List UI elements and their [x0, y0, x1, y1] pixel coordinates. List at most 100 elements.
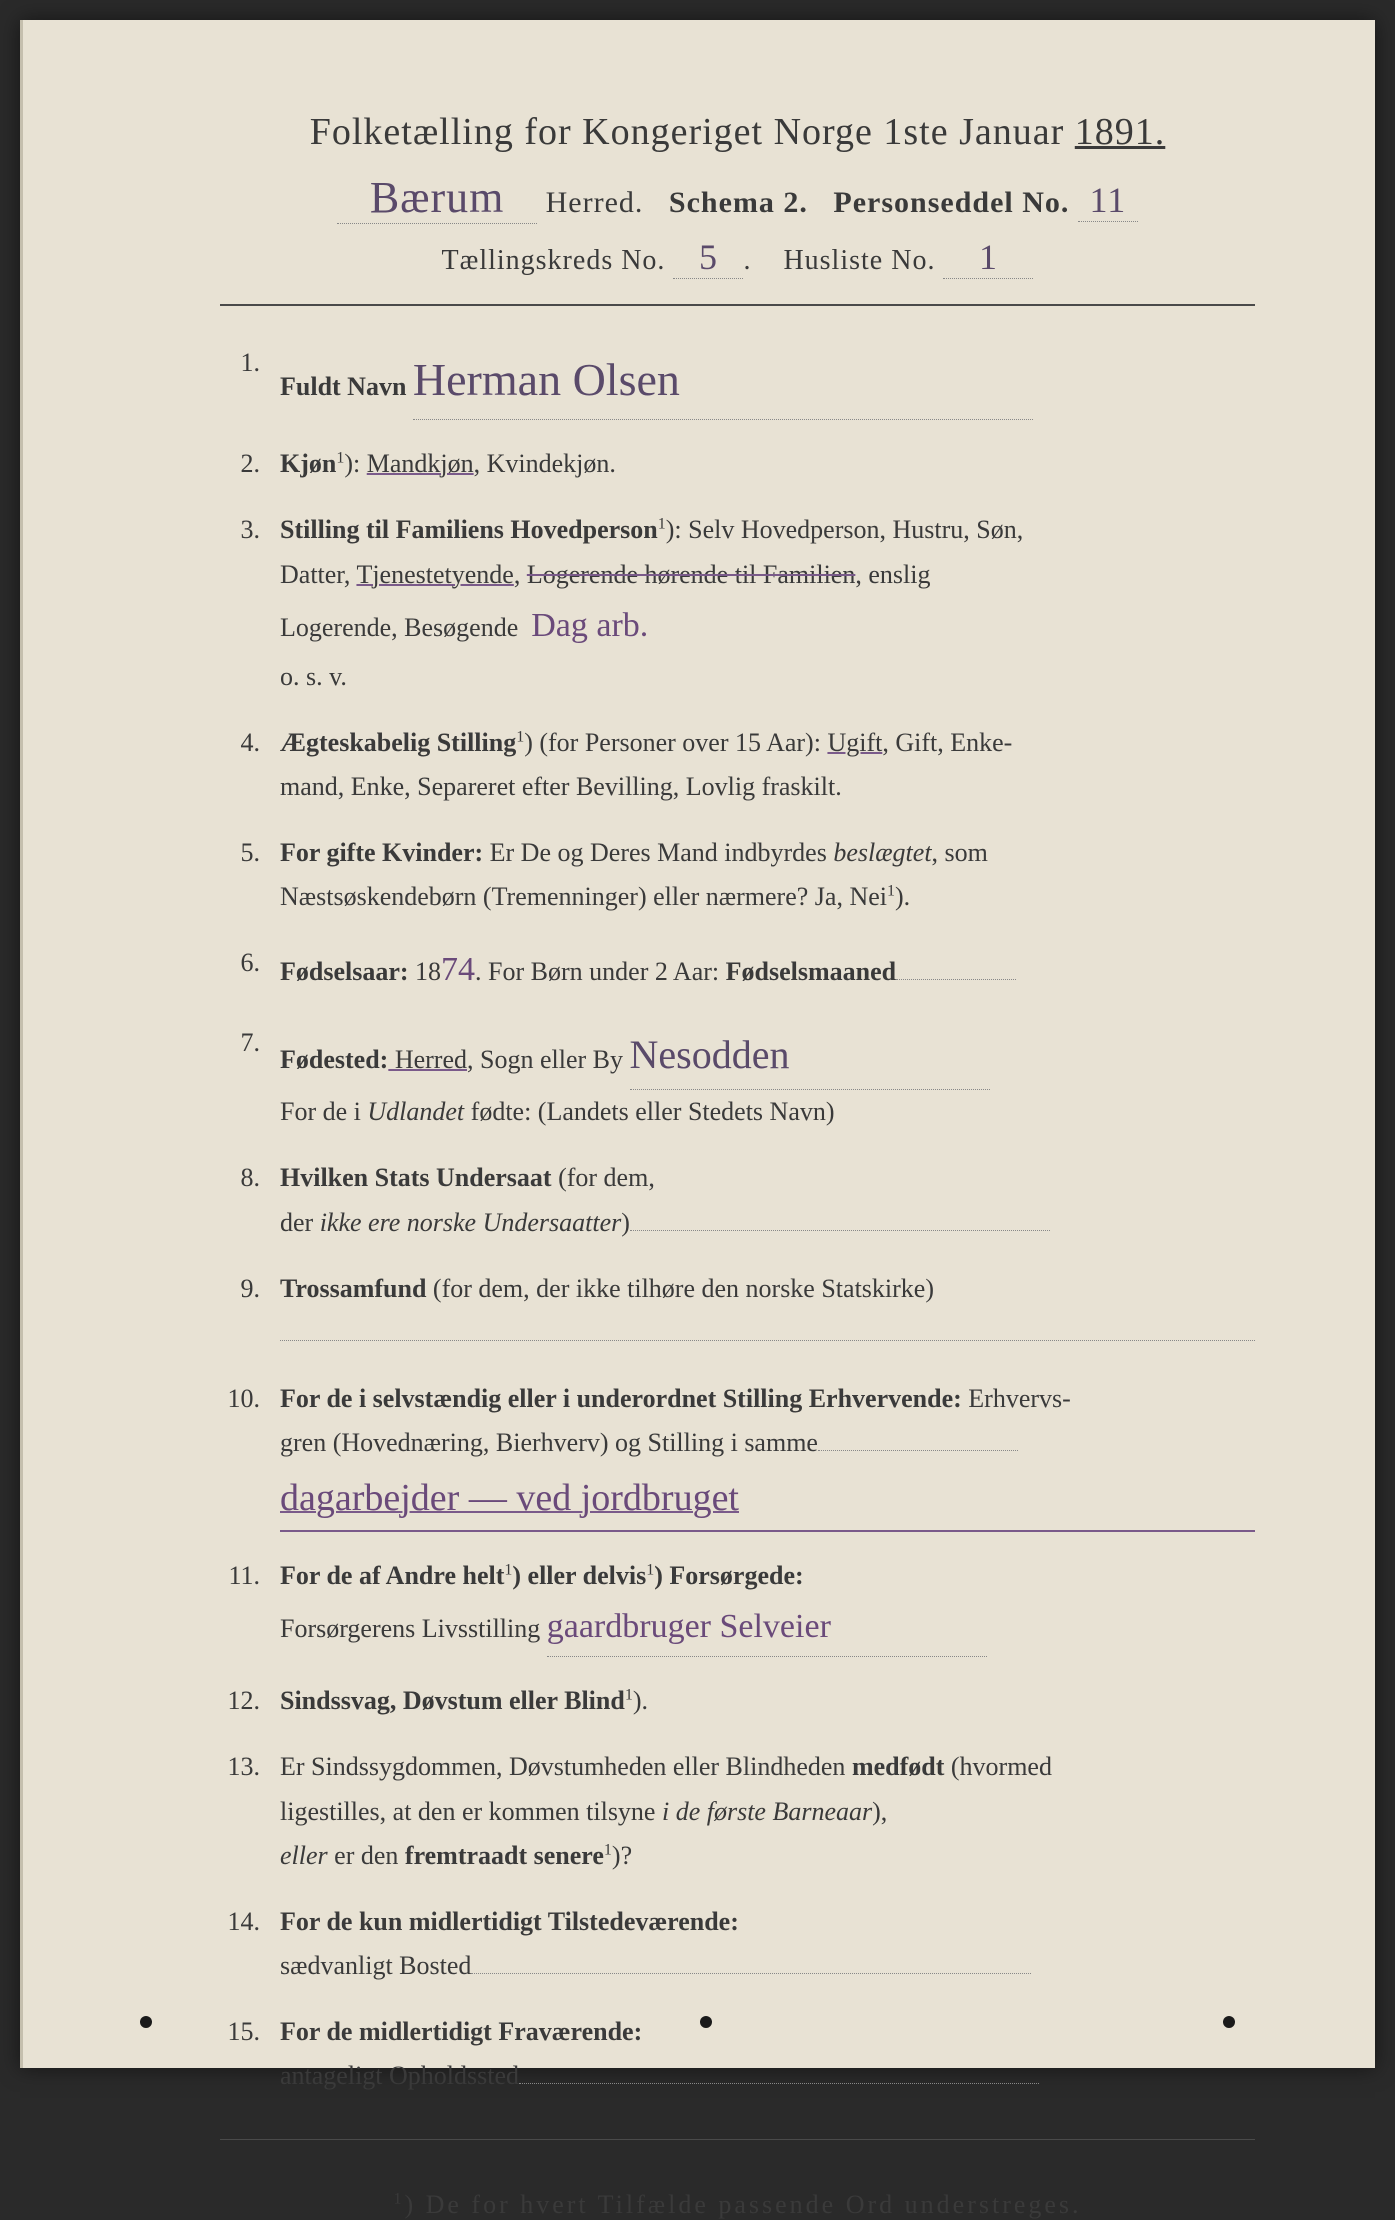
personseddel-label: Personseddel No. — [833, 186, 1069, 219]
q11-content: For de af Andre helt1) eller delvis1) Fo… — [280, 1554, 1255, 1657]
row-13: 13. Er Sindssygdommen, Døvstumheden elle… — [220, 1745, 1255, 1878]
q7-opt: Herred — [388, 1045, 467, 1074]
q10-content: For de i selvstændig eller i underordnet… — [280, 1377, 1255, 1532]
q5-rest3: ). — [895, 882, 910, 911]
row-1: 1. Fuldt Navn Herman Olsen — [220, 341, 1255, 420]
row-5: 5. For gifte Kvinder: Er De og Deres Man… — [220, 831, 1255, 919]
q13-line3-italic: eller — [280, 1841, 328, 1870]
q14-content: For de kun midlertidigt Tilstedeværende:… — [280, 1900, 1255, 1988]
q2-opt1: Mandkjøn — [367, 449, 474, 478]
q10-line2: gren (Hovednæring, Bierhverv) og Stillin… — [280, 1428, 818, 1457]
q12-rest: ). — [633, 1686, 648, 1715]
q9-label: Trossamfund — [280, 1274, 426, 1303]
row-6: 6. Fødselsaar: 1874. For Børn under 2 Aa… — [220, 941, 1255, 999]
row-11: 11. For de af Andre helt1) eller delvis1… — [220, 1554, 1255, 1657]
row-2: 2. Kjøn1): Mandkjøn, Kvindekjøn. — [220, 442, 1255, 486]
q4-label: Ægteskabelig Stilling — [280, 728, 516, 757]
q3-line2b: , — [514, 560, 527, 589]
q8-line2-italic: ikke ere norske Undersaatter — [320, 1208, 622, 1237]
form-body: 1. Fuldt Navn Herman Olsen 2. Kjøn1): Ma… — [220, 341, 1255, 2099]
q3-line2c: , enslig — [855, 560, 930, 589]
q8-label: Hvilken Stats Undersaat — [280, 1163, 552, 1192]
q7-num: 7. — [220, 1021, 280, 1134]
q13-line3b: )? — [612, 1841, 632, 1870]
row-3: 3. Stilling til Familiens Hovedperson1):… — [220, 508, 1255, 698]
q1-num: 1. — [220, 341, 280, 420]
q6-num: 6. — [220, 941, 280, 999]
q13-sup: 1 — [604, 1841, 612, 1858]
q5-rest: Er De og Deres Mand indbyrdes — [483, 838, 833, 867]
subtitle-row-1: Bærum Herred. Schema 2. Personseddel No.… — [220, 172, 1255, 224]
q2-rest: ): — [344, 449, 360, 478]
q12-sup: 1 — [625, 1687, 633, 1704]
q14-num: 14. — [220, 1900, 280, 1988]
q3-line2a: Datter, — [280, 560, 356, 589]
q7-line2a: For de i — [280, 1097, 367, 1126]
punch-hole-mid — [700, 2016, 712, 2028]
q15-num: 15. — [220, 2010, 280, 2098]
kreds-no: 5 — [673, 236, 743, 279]
q1-content: Fuldt Navn Herman Olsen — [280, 341, 1255, 420]
q10-num: 10. — [220, 1377, 280, 1532]
footnote: 1) De for hvert Tilfælde passende Ord un… — [220, 2190, 1255, 2220]
q15-content: For de midlertidigt Fraværende: antageli… — [280, 2010, 1255, 2098]
q4-ugift: Ugift — [827, 728, 882, 757]
footnote-text: ) De for hvert Tilfælde passende Ord und… — [404, 2190, 1081, 2219]
footnote-sup: 1 — [393, 2190, 404, 2207]
q4-rest: ) (for Personer over 15 Aar): — [524, 728, 827, 757]
schema-label: Schema 2. — [669, 186, 808, 219]
q13-text2: (hvormed — [944, 1752, 1052, 1781]
census-form-page: Folketælling for Kongeriget Norge 1ste J… — [20, 20, 1375, 2068]
q8-num: 8. — [220, 1156, 280, 1244]
q3-sup: 1 — [658, 516, 666, 533]
q5-num: 5. — [220, 831, 280, 919]
row-12: 12. Sindssvag, Døvstum eller Blind1). — [220, 1679, 1255, 1723]
q7-label: Fødested: — [280, 1045, 388, 1074]
row-9: 9. Trossamfund (for dem, der ikke tilhør… — [220, 1267, 1255, 1355]
q12-num: 12. — [220, 1679, 280, 1723]
q10-label-b: Erhvervende: — [809, 1384, 962, 1413]
q4-sup: 1 — [516, 728, 524, 745]
q9-num: 9. — [220, 1267, 280, 1355]
q3-label: Stilling til Familiens Hovedperson — [280, 515, 658, 544]
husliste-label: Husliste No. — [783, 245, 935, 276]
q3-content: Stilling til Familiens Hovedperson1): Se… — [280, 508, 1255, 698]
q12-label: Sindssvag, Døvstum eller Blind — [280, 1686, 625, 1715]
q9-rest: (for dem, der ikke tilhøre den norske St… — [426, 1274, 934, 1303]
q6-rest: . For Børn under 2 Aar: — [475, 957, 726, 986]
husliste-no: 1 — [943, 236, 1033, 279]
q13-text1: Er Sindssygdommen, Døvstumheden eller Bl… — [280, 1752, 852, 1781]
q5-italic1: beslægtet — [833, 838, 931, 867]
q5-rest2: , som — [932, 838, 988, 867]
q3-tj: Tjenestetyende — [356, 560, 513, 589]
punch-hole-left — [140, 2016, 152, 2028]
q3-hw: Dag arb. — [531, 607, 648, 644]
q2-label: Kjøn — [280, 449, 336, 478]
q1-label: Fuldt Navn — [280, 372, 406, 401]
q6-label2: Fødselsmaaned — [726, 957, 896, 986]
q5-sup: 1 — [887, 883, 895, 900]
q2-sep: , — [474, 449, 487, 478]
row-10: 10. For de i selvstændig eller i underor… — [220, 1377, 1255, 1532]
q13-content: Er Sindssygdommen, Døvstumheden eller Bl… — [280, 1745, 1255, 1878]
q11-mid: ) eller delvis — [512, 1561, 646, 1590]
kreds-label: Tællingskreds No. — [442, 245, 666, 276]
herred-label: Herred. — [546, 186, 644, 219]
q8-line2a: der — [280, 1208, 320, 1237]
q4-num: 4. — [220, 721, 280, 809]
form-title: Folketælling for Kongeriget Norge 1ste J… — [220, 110, 1255, 154]
q14-line2: sædvanligt Bosted — [280, 1951, 471, 1980]
q9-content: Trossamfund (for dem, der ikke tilhøre d… — [280, 1267, 1255, 1355]
q13-line2b: ), — [872, 1797, 887, 1826]
q3-num: 3. — [220, 508, 280, 698]
row-8: 8. Hvilken Stats Undersaat (for dem, der… — [220, 1156, 1255, 1244]
q13-bold1: medfødt — [852, 1752, 944, 1781]
q8-line2b: ) — [621, 1208, 630, 1237]
row-14: 14. For de kun midlertidigt Tilstedevære… — [220, 1900, 1255, 1988]
q11-line2: Forsørgerens Livsstilling — [280, 1614, 540, 1643]
q6-prefix: 18 — [409, 957, 442, 986]
q5-label: For gifte Kvinder: — [280, 838, 483, 867]
title-year: 1891. — [1075, 111, 1166, 153]
footer-divider — [220, 2139, 1255, 2140]
q7-rest: , Sogn eller By — [467, 1045, 623, 1074]
